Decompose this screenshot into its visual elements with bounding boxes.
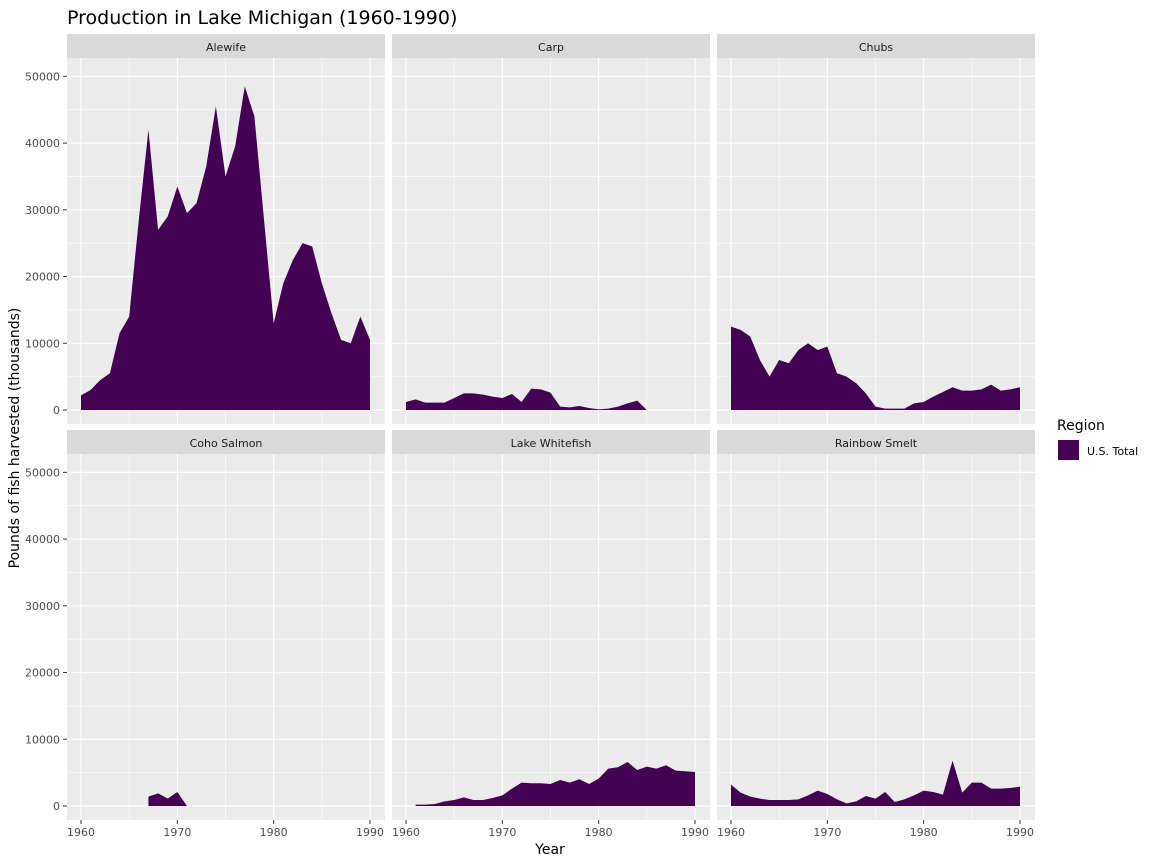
strip-coho-salmon [67, 430, 385, 454]
x-tick-label: 1990 [356, 826, 384, 839]
panel-background [392, 454, 710, 820]
panel-background [392, 58, 710, 424]
x-tick-label: 1970 [488, 826, 516, 839]
y-tick-label: 0 [53, 404, 60, 417]
area-series-lake-whitefish [415, 761, 695, 806]
x-tick-label: 1970 [813, 826, 841, 839]
x-axis-title: Year [534, 842, 565, 858]
chart-title: Production in Lake Michigan (1960-1990) [67, 7, 457, 29]
strip-label-chubs: Chubs [859, 41, 894, 54]
y-tick-label: 40000 [25, 137, 60, 150]
y-tick-label: 20000 [25, 667, 60, 680]
y-tick-label: 30000 [25, 204, 60, 217]
x-tick-label: 1960 [717, 826, 745, 839]
y-tick-label: 50000 [25, 466, 60, 479]
area-series-coho-salmon [148, 791, 187, 806]
x-tick-label: 1970 [163, 826, 191, 839]
strip-label-carp: Carp [538, 41, 564, 54]
legend-key-us-total [1058, 440, 1079, 460]
x-tick-label: 1960 [67, 826, 95, 839]
panel-carp: Carp [392, 34, 710, 424]
strip-chubs [717, 34, 1035, 58]
strip-label-lake-whitefish: Lake Whitefish [511, 437, 592, 450]
y-tick-label: 10000 [25, 337, 60, 350]
y-axis-title: Pounds of fish harvested (thousands) [7, 308, 23, 569]
x-tick-label: 1980 [260, 826, 288, 839]
x-tick-label: 1980 [585, 826, 613, 839]
facet-panels: Alewife Carp Chubs Coho Salmon Lake Whitefis… [67, 34, 1035, 820]
strip-label-coho-salmon: Coho Salmon [190, 437, 263, 450]
y-axes: 0 10000 20000 30000 40000 50000 0 10000 20000 300… [25, 70, 67, 813]
y-tick-label: 0 [53, 800, 60, 813]
panel-chubs: Chubs [717, 34, 1035, 424]
x-axes: 1960 1970 1980 1990 1960 1970 1980 1990 1960 1970… [67, 820, 1034, 839]
x-tick-label: 1990 [681, 826, 709, 839]
area-series-chubs [731, 326, 1020, 410]
strip-rainbow-smelt [717, 430, 1035, 454]
y-tick-label: 40000 [25, 533, 60, 546]
panel-alewife: Alewife [67, 34, 385, 424]
strip-label-rainbow-smelt: Rainbow Smelt [835, 437, 918, 450]
panel-background [717, 58, 1035, 424]
y-tick-label: 50000 [25, 70, 60, 83]
y-tick-label: 30000 [25, 600, 60, 613]
y-tick-label: 10000 [25, 733, 60, 746]
panel-background [717, 454, 1035, 820]
y-tick-label: 20000 [25, 271, 60, 284]
strip-lake-whitefish [392, 430, 710, 454]
panel-lake-whitefish: Lake Whitefish [392, 430, 710, 820]
strip-alewife [67, 34, 385, 58]
x-tick-label: 1980 [910, 826, 938, 839]
panel-coho-salmon: Coho Salmon [67, 430, 385, 820]
strip-carp [392, 34, 710, 58]
panel-rainbow-smelt: Rainbow Smelt [717, 430, 1035, 820]
x-tick-label: 1990 [1006, 826, 1034, 839]
area-series-carp [406, 388, 647, 410]
legend-label-us-total: U.S. Total [1087, 445, 1138, 458]
legend: Region U.S. Total [1057, 418, 1138, 460]
strip-label-alewife: Alewife [206, 41, 246, 54]
panel-background [67, 454, 385, 820]
area-series-alewife [81, 86, 370, 410]
area-series-rainbow-smelt [731, 760, 1020, 806]
x-tick-label: 1960 [392, 826, 420, 839]
legend-title: Region [1057, 418, 1105, 434]
